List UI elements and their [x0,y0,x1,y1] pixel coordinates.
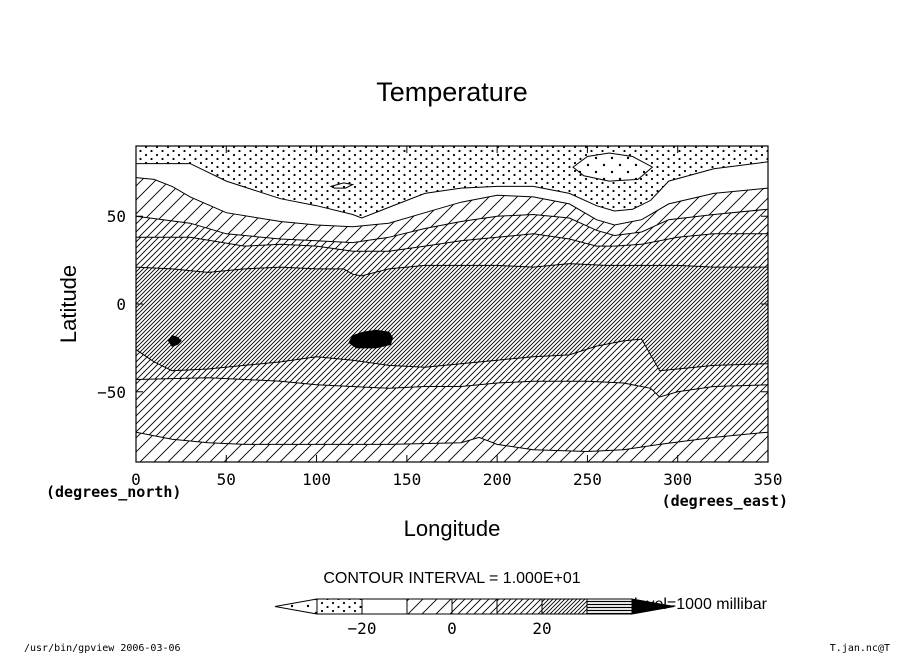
contour-band [136,377,768,452]
contour-line [136,263,768,277]
x-tick-label: 200 [483,470,512,489]
legend-box [541,598,588,615]
contour-blob [348,329,393,349]
level-label: level=1000 millibar [634,596,768,613]
contour-line [136,431,768,453]
x-tick-label: 100 [302,470,331,489]
x-axis: 0 50 100 150 200 250 300 350 [131,146,782,489]
legend-box [451,598,498,615]
contour-band [136,263,768,371]
legend-box [496,598,543,615]
y-axis: 50 0 −50 [97,207,768,402]
x-tick-label: 50 [217,470,236,489]
y-unit-label: (degrees_north) [46,483,181,501]
legend-arrow-low [274,598,318,615]
legend-box [406,598,453,615]
x-axis-label: Longitude [404,516,501,541]
legend-tick-label: −20 [348,619,377,638]
legend-arrow-high [631,598,675,615]
contour-line [136,161,768,219]
y-axis-label: Latitude [56,265,81,343]
legend-tick-label: 0 [447,619,457,638]
contour-blob [329,182,355,189]
contour-line [136,208,768,244]
contour-line [136,377,768,398]
legend-box [586,598,633,615]
x-tick-label: 0 [131,470,141,489]
x-tick-label: 300 [663,470,692,489]
contour-interval-label: CONTOUR INTERVAL = 1.000E+01 [323,570,580,587]
contour-band [136,209,768,252]
y-tick-label: 50 [107,207,126,226]
contour-blob-fill [573,153,653,182]
plot-area [135,145,769,463]
legend-tick-label: 20 [532,619,551,638]
contour-line [136,233,768,252]
contour-blob [167,335,182,347]
x-unit-label: (degrees_east) [662,492,788,510]
y-tick-label: −50 [97,383,126,402]
x-tick-label: 350 [754,470,783,489]
legend-box [361,598,408,615]
color-legend: −20 0 20 [274,598,675,638]
contour-line [136,338,768,372]
contour-band [136,161,768,227]
footer-left: /usr/bin/gpview 2006-03-06 [24,643,181,654]
legend-box [316,598,363,615]
contour-band [136,432,768,462]
contour-band [136,177,768,243]
contour-line [136,177,768,228]
x-tick-label: 150 [392,470,421,489]
chart-title: Temperature [376,77,528,107]
x-tick-label: 250 [573,470,602,489]
footer-right: T.jan.nc@T [830,643,890,654]
y-tick-label: 0 [116,295,126,314]
